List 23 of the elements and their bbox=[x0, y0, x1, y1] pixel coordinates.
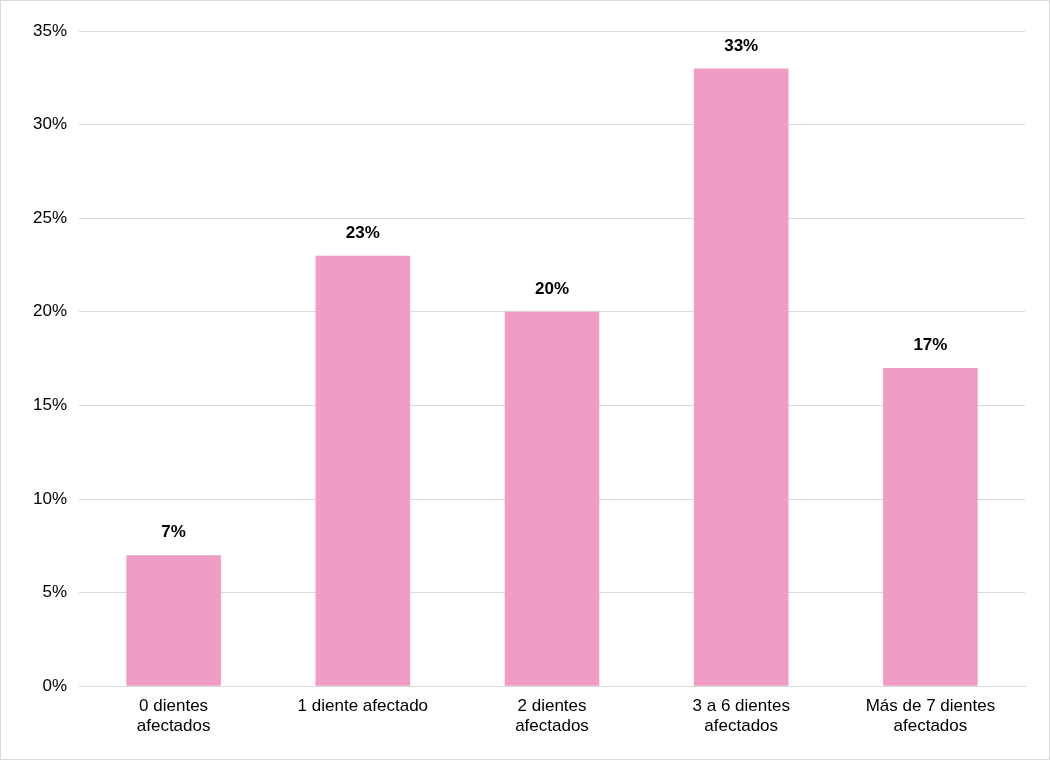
data-label: 20% bbox=[535, 278, 570, 298]
y-tick-label: 0% bbox=[42, 675, 68, 695]
data-label: 23% bbox=[345, 222, 380, 242]
y-tick-label: 15% bbox=[32, 395, 68, 415]
bar bbox=[126, 555, 221, 686]
data-label: 33% bbox=[724, 35, 759, 55]
bar bbox=[504, 311, 600, 686]
x-tick-label: 3 a 6 dientes afectados bbox=[692, 696, 790, 736]
bar bbox=[315, 255, 411, 686]
bar bbox=[693, 68, 789, 686]
y-tick-label: 20% bbox=[32, 301, 68, 321]
bar bbox=[883, 367, 978, 686]
x-tick-label: 1 diente afectado bbox=[297, 696, 429, 716]
data-label: 17% bbox=[913, 335, 948, 355]
y-tick-label: 30% bbox=[32, 114, 68, 134]
x-tick-label: Más de 7 dientes afectados bbox=[865, 696, 996, 736]
y-tick-label: 5% bbox=[42, 582, 68, 602]
y-tick-label: 10% bbox=[32, 488, 68, 508]
y-tick-label: 35% bbox=[32, 20, 68, 40]
x-tick-label: 0 dientes afectados bbox=[136, 696, 211, 736]
x-tick-label: 2 dientes afectados bbox=[515, 696, 589, 736]
data-label: 7% bbox=[161, 522, 186, 542]
y-tick-label: 25% bbox=[32, 207, 68, 227]
